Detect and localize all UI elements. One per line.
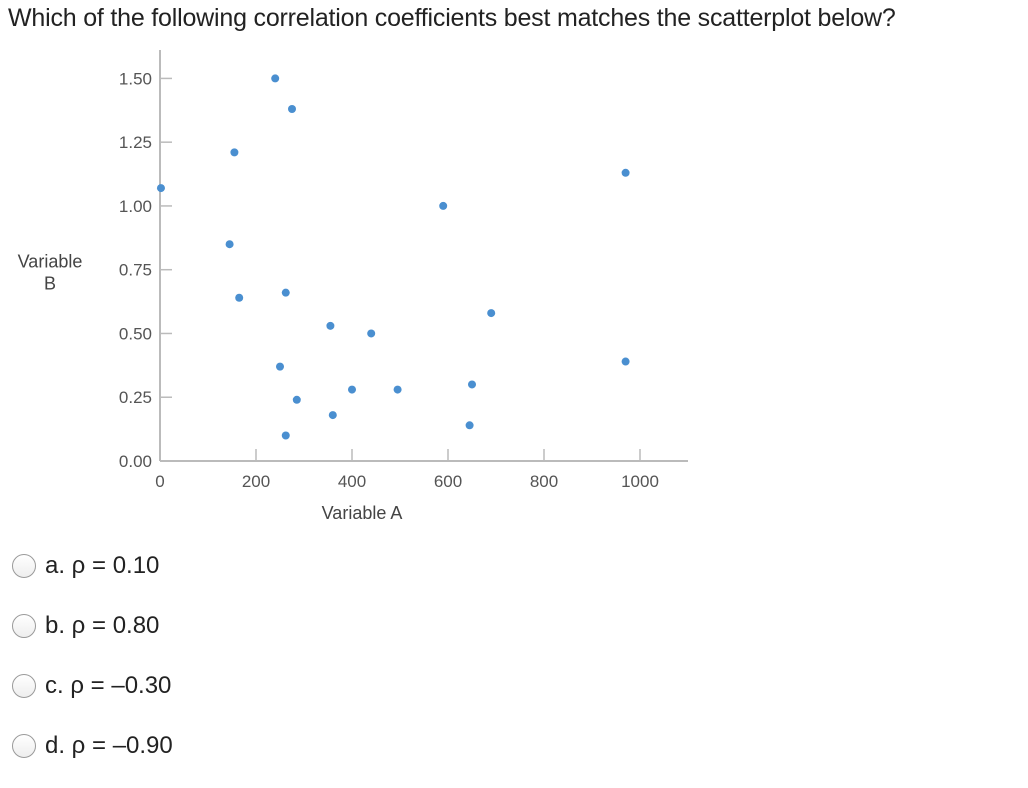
- scatter-point: [230, 148, 239, 157]
- option-c[interactable]: c. ρ = –0.30: [12, 668, 173, 704]
- scatter-point: [235, 293, 244, 302]
- chart-axes: [159, 50, 688, 462]
- scatter-point: [276, 362, 284, 371]
- x-tick-label: 200: [242, 472, 270, 491]
- x-tick-label: 800: [530, 472, 558, 491]
- y-tick-label: 0.75: [119, 261, 152, 280]
- scatter-point: [281, 288, 290, 297]
- x-tick-label: 1000: [621, 472, 659, 491]
- scatter-point: [621, 168, 630, 177]
- scatter-point: [292, 395, 301, 404]
- radio-button-b[interactable]: [12, 614, 36, 638]
- scatter-point: [225, 240, 234, 249]
- scatter-point: [271, 74, 280, 83]
- y-tick-label: 1.25: [119, 133, 152, 152]
- option-b-label: b. ρ = 0.80: [45, 612, 160, 639]
- y-axis-title-line: Variable: [18, 252, 83, 272]
- y-axis-title-line: B: [44, 274, 56, 294]
- y-tick-label: 0.25: [119, 388, 152, 407]
- question-text: Which of the following correlation coeff…: [8, 4, 896, 32]
- x-tick-label: 600: [434, 472, 462, 491]
- y-tick-label: 0.50: [119, 324, 152, 343]
- scatter-point: [326, 321, 335, 330]
- scatter-point: [281, 431, 290, 440]
- scatter-point: [393, 385, 402, 394]
- y-axis-title: Variable B: [18, 252, 83, 294]
- option-c-label: c. ρ = –0.30: [45, 672, 172, 699]
- x-axis-title: Variable A: [322, 503, 403, 523]
- x-tick-label: 400: [338, 472, 366, 491]
- answer-options: a. ρ = 0.10 b. ρ = 0.80 c. ρ = –0.30 d. …: [12, 548, 173, 788]
- scatter-point: [621, 357, 630, 366]
- option-b[interactable]: b. ρ = 0.80: [12, 608, 173, 644]
- option-d-label: d. ρ = –0.90: [45, 732, 173, 759]
- x-tick-label: 0: [155, 472, 164, 491]
- radio-button-c[interactable]: [12, 674, 36, 698]
- radio-button-a[interactable]: [12, 554, 36, 578]
- scatter-points: [156, 74, 630, 440]
- scatter-point: [288, 105, 296, 114]
- scatter-point: [348, 385, 356, 394]
- y-tick-label: 1.50: [119, 69, 152, 88]
- scatter-point: [367, 329, 376, 338]
- option-a[interactable]: a. ρ = 0.10: [12, 548, 173, 584]
- scatter-point: [328, 411, 337, 420]
- scatter-point: [156, 184, 165, 193]
- scatter-point: [465, 421, 474, 430]
- x-axis-ticks: 0 200 400 600 800 1000: [155, 449, 659, 491]
- y-tick-label: 0.00: [119, 452, 152, 471]
- option-d[interactable]: d. ρ = –0.90: [12, 728, 173, 764]
- scatter-point: [487, 309, 496, 318]
- scatter-point: [468, 380, 476, 389]
- scatterplot: 0.00 0.25 0.50 0.75 1.00 1.25 1.50 0 200 400 600 8…: [18, 50, 688, 523]
- radio-button-d[interactable]: [12, 734, 36, 758]
- y-tick-label: 1.00: [119, 197, 152, 216]
- option-a-label: a. ρ = 0.10: [45, 552, 160, 579]
- scatter-point: [439, 201, 448, 210]
- y-axis-ticks: 0.00 0.25 0.50 0.75 1.00 1.25 1.50: [119, 69, 172, 471]
